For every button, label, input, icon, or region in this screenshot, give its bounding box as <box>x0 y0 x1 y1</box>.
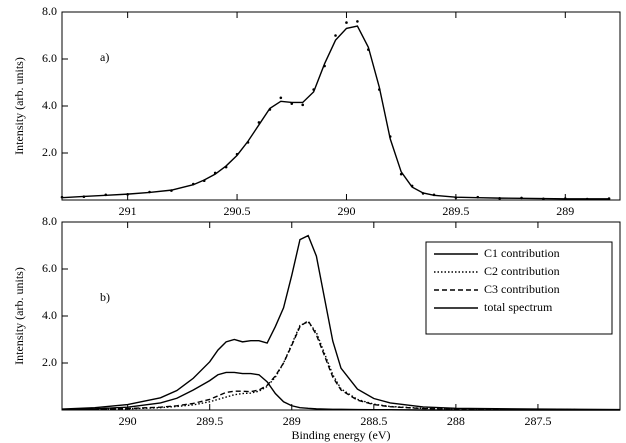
series-line <box>61 25 610 200</box>
y-tick-label: 4.0 <box>42 98 57 112</box>
series-line <box>61 234 621 411</box>
x-tick-label: 289 <box>556 204 574 218</box>
y-tick-label: 2.0 <box>42 355 57 369</box>
y-tick-label: 2.0 <box>42 145 57 159</box>
legend: C1 contribution C2 contribution C3 contrib… <box>425 241 613 335</box>
legend-label: C2 contribution <box>484 264 560 278</box>
data-point <box>356 20 359 23</box>
x-tick-label: 290.5 <box>224 204 251 218</box>
y-tick-label: 4.0 <box>42 308 57 322</box>
x-tick-label: 290 <box>337 204 355 218</box>
y-axis-label: Intensity (arb. units) <box>12 57 26 155</box>
x-tick-label: 287.5 <box>524 414 551 428</box>
y-tick-label: 6.0 <box>42 51 57 65</box>
legend-label: C1 contribution <box>484 246 560 260</box>
data-point <box>301 103 305 107</box>
legend-box <box>425 241 613 335</box>
x-tick-label: 290 <box>119 414 137 428</box>
x-tick-label: 289 <box>283 414 301 428</box>
y-tick-label: 8.0 <box>42 4 57 18</box>
y-tick-label: 8.0 <box>42 214 57 228</box>
legend-label: C3 contribution <box>484 282 560 296</box>
data-point <box>345 21 348 24</box>
panel-label: b) <box>100 290 110 304</box>
panel-label: a) <box>100 50 109 64</box>
y-tick-label: 6.0 <box>42 261 57 275</box>
x-tick-label: 288.5 <box>360 414 387 428</box>
x-tick-label: 289.5 <box>196 414 223 428</box>
x-tick-label: 289.5 <box>442 204 469 218</box>
legend-label: total spectrum <box>484 300 553 314</box>
x-tick-label: 291 <box>119 204 137 218</box>
plot-frame <box>61 11 621 201</box>
series-line <box>61 319 621 411</box>
x-axis-label: Binding energy (eV) <box>291 428 390 442</box>
y-axis-label: Intensity (arb. units) <box>12 267 26 365</box>
data-point <box>334 34 337 37</box>
x-tick-label: 288 <box>447 414 465 428</box>
data-point <box>279 96 283 100</box>
series-line <box>61 371 620 411</box>
